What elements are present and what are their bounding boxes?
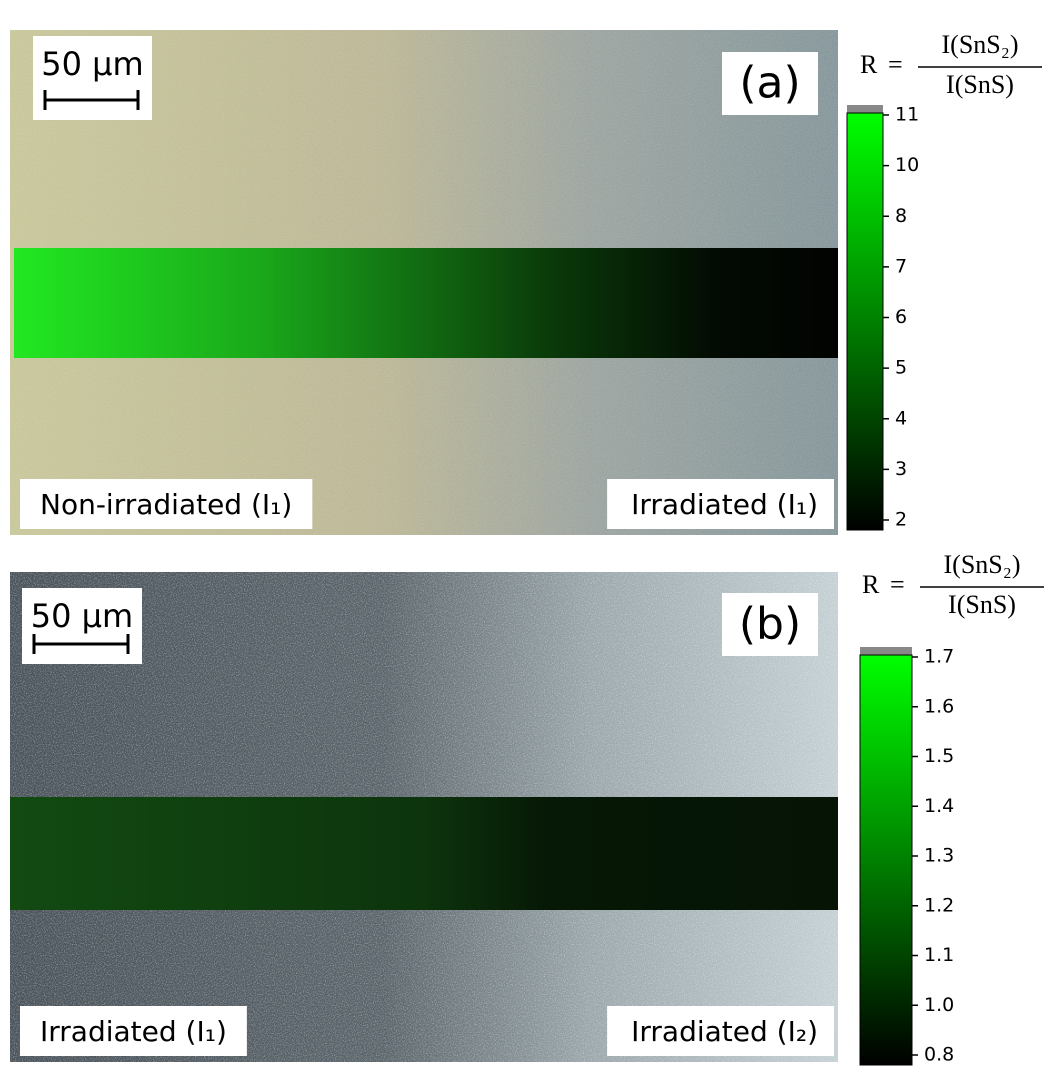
colorbar-tick-label: 1.1 xyxy=(924,944,954,966)
scale-label: 50 µm xyxy=(31,597,133,635)
colorbar xyxy=(847,113,883,530)
colorbar-tick-label: 11 xyxy=(895,104,919,126)
colorbar-tick-label: 1.3 xyxy=(924,845,954,867)
colorbar-tick-label: 1.4 xyxy=(924,795,954,817)
formula-relation: = xyxy=(890,570,905,599)
colorbar-tick-label: 4 xyxy=(895,407,907,429)
panel-label: (a) xyxy=(739,58,800,109)
caption-right: Irradiated (I₂) xyxy=(631,1015,818,1048)
figure: 50 µm (a) Non-irradiated (I₁) Irradiated (I… xyxy=(0,0,1050,1075)
colorbar-tick-label: 10 xyxy=(895,154,919,176)
raman-map xyxy=(14,248,838,358)
colorbar-tick-label: 1.2 xyxy=(924,894,954,916)
formula-numerator: I(SnS₂) xyxy=(942,30,1019,59)
colorbar-tick-label: 2 xyxy=(895,509,907,531)
colorbar-tick-label: 1.7 xyxy=(924,646,954,668)
formula-denominator: I(SnS) xyxy=(948,590,1016,619)
colorbar xyxy=(860,655,912,1065)
formula-lhs: R xyxy=(862,570,880,599)
caption-left: Irradiated (I₁) xyxy=(40,1015,227,1048)
caption-left: Non-irradiated (I₁) xyxy=(40,488,292,521)
colorbar-tick-label: 6 xyxy=(895,306,907,328)
panel-label: (b) xyxy=(739,599,801,650)
colorbar-cap xyxy=(847,105,883,113)
colorbar-tick-label: 7 xyxy=(895,255,907,277)
formula-lhs: R xyxy=(860,50,878,79)
colorbar-tick-label: 1.5 xyxy=(924,745,954,767)
formula-denominator: I(SnS) xyxy=(946,70,1014,99)
caption-right: Irradiated (I₁) xyxy=(631,488,818,521)
colorbar-tick-label: 8 xyxy=(895,205,907,227)
raman-map xyxy=(10,797,838,910)
colorbar-tick-label: 0.8 xyxy=(924,1044,954,1066)
colorbar-tick-label: 1.0 xyxy=(924,994,954,1016)
scale-label: 50 µm xyxy=(41,45,143,83)
colorbar-cap xyxy=(860,647,912,655)
formula-numerator: I(SnS₂) xyxy=(944,550,1021,579)
colorbar-tick-label: 5 xyxy=(895,357,907,379)
page: {"panels": [ {"label": "(a)", "scale_bar… xyxy=(0,0,1050,1075)
colorbar-tick-label: 1.6 xyxy=(924,695,954,717)
formula-relation: = xyxy=(888,50,903,79)
colorbar-tick-label: 3 xyxy=(895,458,907,480)
